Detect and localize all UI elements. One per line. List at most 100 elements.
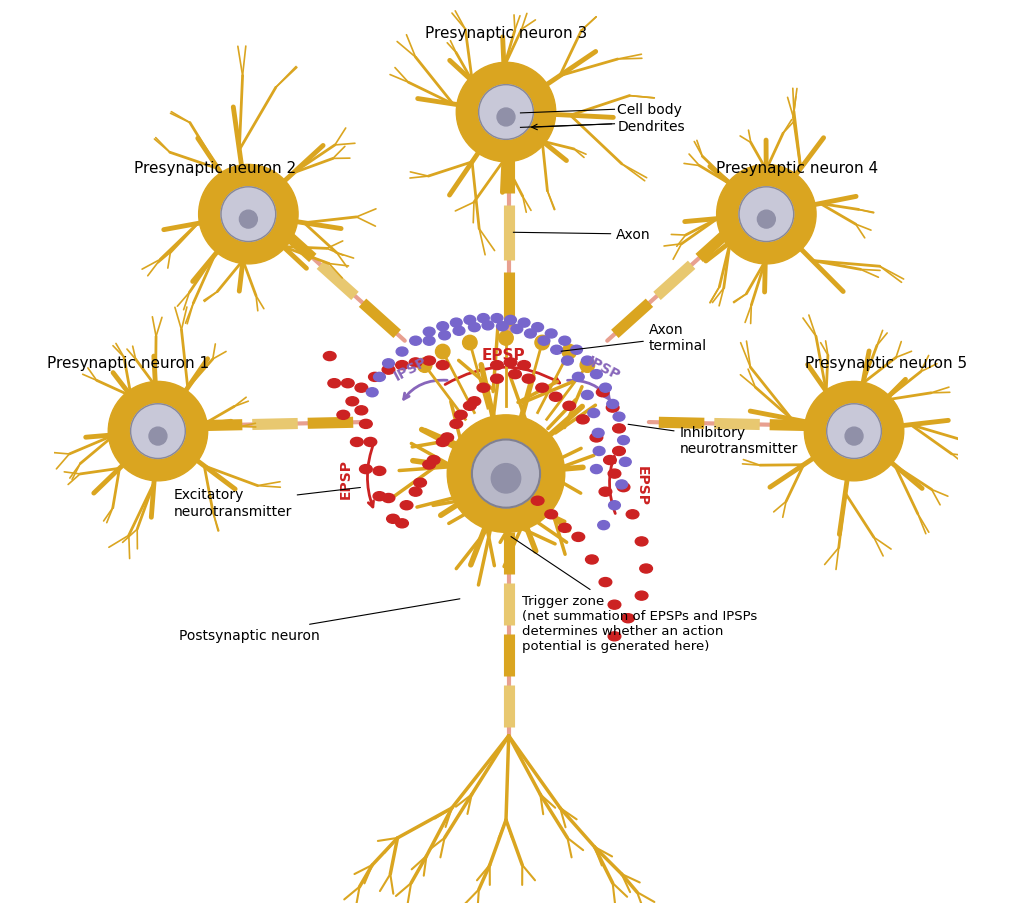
Ellipse shape <box>324 352 336 361</box>
Ellipse shape <box>503 358 517 368</box>
Ellipse shape <box>591 429 604 438</box>
Circle shape <box>738 188 793 242</box>
Ellipse shape <box>581 357 592 366</box>
Ellipse shape <box>350 438 363 447</box>
Circle shape <box>756 211 774 228</box>
Ellipse shape <box>382 494 394 503</box>
Circle shape <box>149 428 167 445</box>
Ellipse shape <box>450 319 462 328</box>
Ellipse shape <box>535 384 548 393</box>
Ellipse shape <box>524 330 536 339</box>
Ellipse shape <box>607 400 618 409</box>
Circle shape <box>108 382 207 481</box>
Ellipse shape <box>562 402 575 411</box>
Ellipse shape <box>408 358 422 368</box>
Ellipse shape <box>545 330 556 339</box>
Ellipse shape <box>438 331 450 340</box>
Ellipse shape <box>608 600 620 610</box>
Circle shape <box>496 109 515 126</box>
Ellipse shape <box>490 375 502 384</box>
Ellipse shape <box>590 465 602 474</box>
Ellipse shape <box>599 578 612 587</box>
Ellipse shape <box>337 411 349 420</box>
Ellipse shape <box>453 327 464 336</box>
Ellipse shape <box>635 591 647 600</box>
Text: EPSP: EPSP <box>634 466 648 506</box>
Text: Dendrites: Dendrites <box>617 119 684 134</box>
Ellipse shape <box>592 447 605 456</box>
Ellipse shape <box>490 314 502 323</box>
Ellipse shape <box>576 415 588 424</box>
Ellipse shape <box>613 413 624 422</box>
Ellipse shape <box>328 379 341 388</box>
Circle shape <box>490 464 521 493</box>
Text: Presynaptic neuron 2: Presynaptic neuron 2 <box>133 161 295 175</box>
Text: EPSP: EPSP <box>339 459 353 498</box>
Text: EPSP: EPSP <box>481 348 525 363</box>
Ellipse shape <box>544 510 557 519</box>
Circle shape <box>535 336 549 350</box>
Ellipse shape <box>635 537 647 546</box>
Ellipse shape <box>395 519 408 528</box>
Ellipse shape <box>608 632 620 641</box>
Ellipse shape <box>558 337 570 346</box>
Ellipse shape <box>558 524 570 533</box>
Ellipse shape <box>468 323 480 332</box>
Text: Presynaptic neuron 1: Presynaptic neuron 1 <box>48 356 209 370</box>
Ellipse shape <box>490 361 502 370</box>
Circle shape <box>844 428 862 445</box>
Ellipse shape <box>598 521 609 530</box>
Ellipse shape <box>427 456 440 465</box>
Ellipse shape <box>368 373 381 382</box>
Ellipse shape <box>395 348 407 357</box>
Text: Excitatory
neurotransmitter: Excitatory neurotransmitter <box>173 488 360 518</box>
Ellipse shape <box>589 433 603 442</box>
Ellipse shape <box>467 397 480 406</box>
Circle shape <box>471 440 540 508</box>
Ellipse shape <box>531 323 543 332</box>
Ellipse shape <box>550 346 562 355</box>
Ellipse shape <box>570 346 581 355</box>
Ellipse shape <box>437 322 448 331</box>
Circle shape <box>579 358 594 373</box>
Ellipse shape <box>518 361 530 370</box>
Ellipse shape <box>496 322 508 331</box>
Ellipse shape <box>382 366 394 375</box>
Ellipse shape <box>423 337 435 346</box>
Text: IPSP: IPSP <box>391 354 430 383</box>
Ellipse shape <box>606 404 619 413</box>
Text: Postsynaptic neuron: Postsynaptic neuron <box>179 600 459 642</box>
Ellipse shape <box>359 465 372 474</box>
Circle shape <box>498 331 513 346</box>
Ellipse shape <box>621 614 634 623</box>
Circle shape <box>462 336 476 350</box>
Ellipse shape <box>366 388 378 397</box>
Ellipse shape <box>587 409 599 418</box>
Circle shape <box>804 382 903 481</box>
Ellipse shape <box>355 406 367 415</box>
Circle shape <box>826 405 881 459</box>
Ellipse shape <box>373 373 385 382</box>
Text: Axon: Axon <box>513 228 650 242</box>
Circle shape <box>240 211 257 228</box>
Ellipse shape <box>571 533 584 542</box>
Circle shape <box>220 188 275 242</box>
Ellipse shape <box>585 555 598 564</box>
Circle shape <box>435 345 450 359</box>
Circle shape <box>456 63 555 163</box>
Ellipse shape <box>454 411 467 420</box>
Ellipse shape <box>436 438 449 447</box>
Text: IPSP: IPSP <box>584 354 622 383</box>
Ellipse shape <box>616 480 627 489</box>
Circle shape <box>447 415 564 533</box>
Circle shape <box>198 165 298 265</box>
Ellipse shape <box>522 375 535 384</box>
Ellipse shape <box>341 379 354 388</box>
Ellipse shape <box>441 433 453 442</box>
Text: Presynaptic neuron 5: Presynaptic neuron 5 <box>804 356 966 370</box>
Ellipse shape <box>477 314 488 323</box>
Text: Cell body: Cell body <box>617 103 681 117</box>
Ellipse shape <box>617 483 629 492</box>
Ellipse shape <box>359 420 372 429</box>
Ellipse shape <box>619 458 631 467</box>
